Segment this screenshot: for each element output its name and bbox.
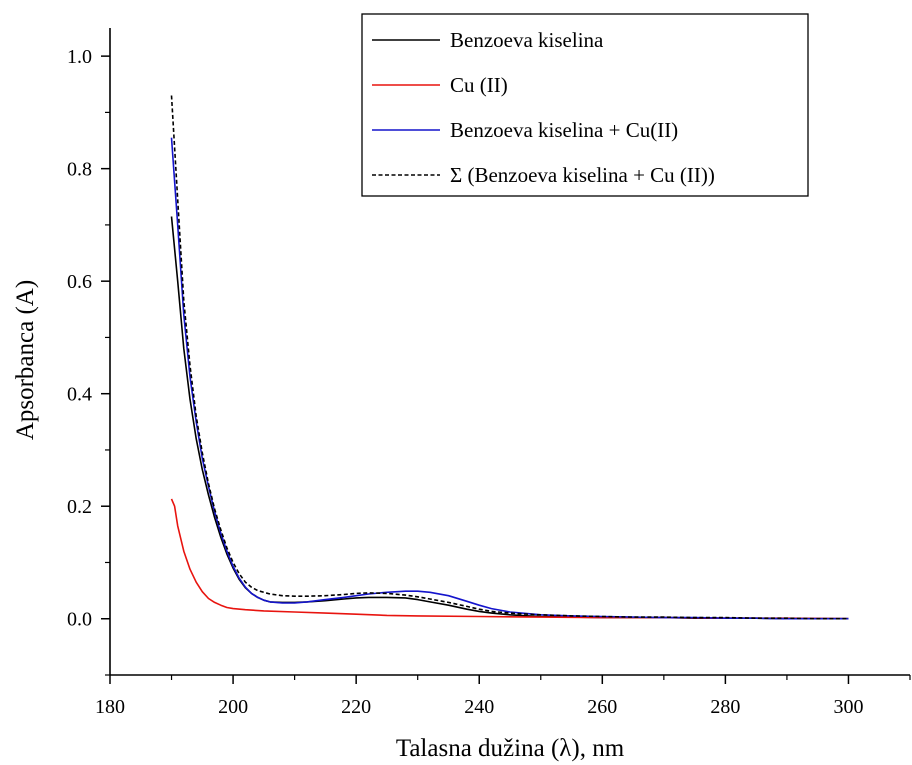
legend-label: Benzoeva kiselina (450, 28, 604, 52)
x-tick-label: 280 (710, 696, 740, 718)
axes: 180 200 220 240 260 280 300 0.0 0.2 0.4 0.6 0.8 1.0 (67, 28, 911, 718)
y-tick-label: 0.4 (67, 384, 92, 406)
x-tick-label: 180 (95, 696, 125, 718)
series-lines (170, 95, 849, 620)
legend-label: Benzoeva kiselina + Cu(II) (450, 118, 678, 142)
x-tick-label: 260 (587, 696, 617, 718)
x-tick-label: 200 (218, 696, 248, 718)
y-tick-label: 0.0 (67, 609, 92, 631)
x-tick-label: 300 (833, 696, 863, 718)
legend: Benzoeva kiselina Cu (II) Benzoeva kiselin… (361, 13, 809, 197)
x-axis-title: Talasna dužina (λ), nm (396, 735, 625, 762)
legend-label: Cu (II) (450, 73, 508, 97)
y-tick-label: 0.2 (67, 496, 92, 518)
x-tick-label: 220 (341, 696, 371, 718)
y-tick-label: 0.6 (67, 271, 92, 293)
y-tick-label: 1.0 (67, 46, 92, 68)
x-tick-label: 240 (464, 696, 494, 718)
series-line-4 (170, 95, 849, 620)
y-axis-title: Apsorbanca (A) (12, 280, 39, 440)
series-line-3 (170, 137, 849, 620)
series-line-2 (170, 498, 849, 620)
y-tick-label: 0.8 (67, 159, 92, 181)
legend-label: Σ (Benzoeva kiselina + Cu (II)) (450, 163, 715, 187)
legend-box (361, 13, 809, 197)
series-line-1 (170, 216, 849, 620)
